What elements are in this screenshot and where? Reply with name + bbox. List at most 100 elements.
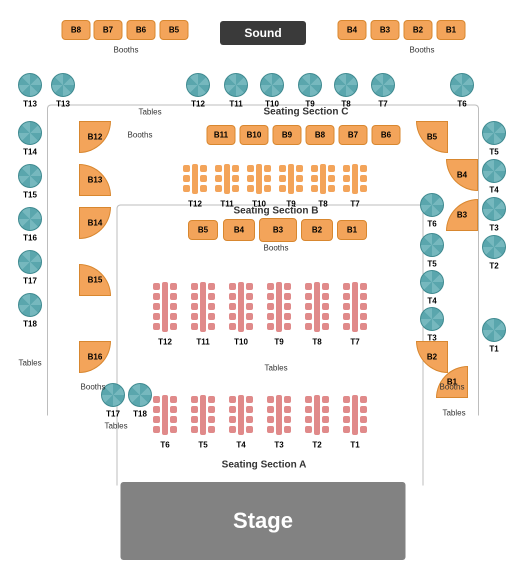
label: T8: [318, 200, 327, 209]
label: B6: [136, 26, 146, 35]
label: Sound: [244, 26, 281, 40]
label: T1: [350, 441, 359, 450]
label: T3: [489, 224, 498, 233]
label: T1: [489, 345, 498, 354]
table-T7[interactable]: [344, 282, 366, 332]
table-T11[interactable]: [224, 73, 248, 97]
table-T13[interactable]: [51, 73, 75, 97]
label: B5: [169, 26, 179, 35]
table-T10[interactable]: [230, 282, 252, 332]
table-T7[interactable]: [344, 164, 366, 194]
label: T5: [198, 441, 207, 450]
table-T8[interactable]: [306, 282, 328, 332]
table-T18[interactable]: [18, 293, 42, 317]
table-T1[interactable]: [344, 395, 366, 435]
table-T9[interactable]: [298, 73, 322, 97]
table-T14[interactable]: [18, 121, 42, 145]
table-T5[interactable]: [482, 121, 506, 145]
label: Booths: [128, 131, 153, 140]
label: T17: [23, 277, 37, 286]
label: T2: [489, 262, 498, 271]
table-T4[interactable]: [482, 159, 506, 183]
label: B1: [347, 226, 357, 235]
label: T18: [133, 410, 147, 419]
table-T12[interactable]: [186, 73, 210, 97]
label: T7: [350, 200, 359, 209]
label: Tables: [18, 359, 41, 368]
table-T2[interactable]: [306, 395, 328, 435]
label: T5: [427, 260, 436, 269]
label: T8: [312, 338, 321, 347]
label: B2: [413, 26, 423, 35]
label: T3: [274, 441, 283, 450]
table-T6[interactable]: [154, 395, 176, 435]
table-T12[interactable]: [184, 164, 206, 194]
label: B12: [88, 133, 103, 142]
label: B3: [273, 226, 283, 235]
table-T4[interactable]: [230, 395, 252, 435]
table-T8[interactable]: [312, 164, 334, 194]
table-T12[interactable]: [154, 282, 176, 332]
label: B16: [88, 353, 103, 362]
table-T13[interactable]: [18, 73, 42, 97]
table-T16[interactable]: [18, 207, 42, 231]
table-T17[interactable]: [18, 250, 42, 274]
table-T1[interactable]: [482, 318, 506, 342]
table-T15[interactable]: [18, 164, 42, 188]
label: B8: [315, 131, 325, 140]
label: B4: [457, 171, 467, 180]
label: T18: [23, 320, 37, 329]
label: Tables: [104, 422, 127, 431]
table-T4[interactable]: [420, 270, 444, 294]
label: T6: [160, 441, 169, 450]
table-T10[interactable]: [248, 164, 270, 194]
table-T3[interactable]: [268, 395, 290, 435]
table-T5[interactable]: [420, 233, 444, 257]
label: T7: [350, 338, 359, 347]
label: B4: [234, 226, 244, 235]
label: Tables: [264, 364, 287, 373]
label: B1: [446, 26, 456, 35]
label: T12: [158, 338, 172, 347]
label: T13: [23, 100, 37, 109]
label: T16: [23, 234, 37, 243]
table-T11[interactable]: [192, 282, 214, 332]
label: T14: [23, 148, 37, 157]
table-T5[interactable]: [192, 395, 214, 435]
label: B10: [247, 131, 262, 140]
label: T11: [229, 100, 242, 109]
label: B7: [348, 131, 358, 140]
label: B2: [312, 226, 322, 235]
table-T9[interactable]: [280, 164, 302, 194]
label: T9: [274, 338, 283, 347]
table-T6[interactable]: [420, 193, 444, 217]
label: T11: [196, 338, 209, 347]
table-T8[interactable]: [334, 73, 358, 97]
label: B7: [103, 26, 113, 35]
label: T4: [489, 186, 498, 195]
table-T3[interactable]: [420, 307, 444, 331]
label: T11: [220, 200, 233, 209]
label: T2: [312, 441, 321, 450]
label: B15: [88, 276, 103, 285]
label: Stage: [233, 508, 293, 534]
table-T3[interactable]: [482, 197, 506, 221]
label: B3: [380, 26, 390, 35]
label: T4: [427, 297, 436, 306]
table-T10[interactable]: [260, 73, 284, 97]
label: T12: [191, 100, 205, 109]
table-T6[interactable]: [450, 73, 474, 97]
table-T7[interactable]: [371, 73, 395, 97]
label: T15: [23, 191, 37, 200]
label: B2: [427, 353, 437, 362]
label: B3: [457, 211, 467, 220]
label: Tables: [442, 409, 465, 418]
table-T9[interactable]: [268, 282, 290, 332]
table-T18[interactable]: [128, 383, 152, 407]
label: B5: [427, 133, 437, 142]
table-T2[interactable]: [482, 235, 506, 259]
label: Seating Section B: [233, 206, 318, 217]
label: T10: [234, 338, 248, 347]
label: B13: [88, 176, 103, 185]
table-T11[interactable]: [216, 164, 238, 194]
